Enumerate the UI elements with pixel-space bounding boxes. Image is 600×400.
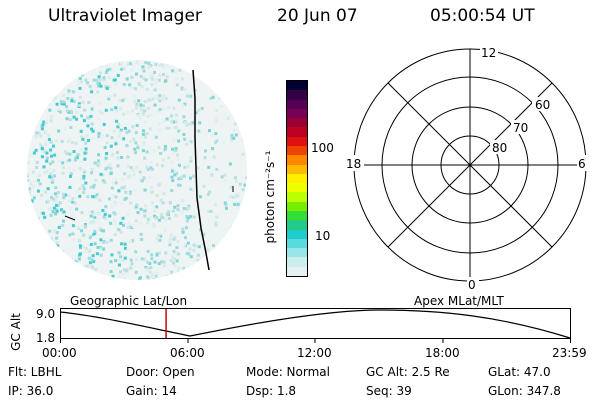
y-tick-1-8: 1.8 bbox=[36, 331, 56, 345]
lat-label-80: 80 bbox=[492, 141, 507, 155]
hour-label-6: 6 bbox=[578, 157, 586, 171]
lat-label-60: 60 bbox=[535, 98, 550, 112]
x-tick-0000: 00:00 bbox=[42, 346, 77, 360]
uv-earth-image bbox=[27, 60, 247, 280]
polar-plot: 12 18 6 0 60 70 80 bbox=[344, 45, 589, 292]
gain-info: Gain: 14 bbox=[126, 384, 177, 398]
x-tick-2359: 23:59 bbox=[552, 346, 587, 360]
glat-info: GLat: 47.0 bbox=[488, 365, 551, 379]
x-tick-1800: 18:00 bbox=[425, 346, 460, 360]
terminator-line bbox=[192, 69, 210, 271]
hour-label-18: 18 bbox=[346, 157, 361, 171]
colorbar-tick-100: 100 bbox=[311, 141, 334, 155]
time-readout: 05:00:54 UT bbox=[430, 6, 535, 26]
apex-label: Apex MLat/MLT bbox=[414, 294, 504, 308]
filter-info: Flt: LBHL bbox=[8, 365, 62, 379]
date-readout: 20 Jun 07 bbox=[277, 6, 358, 26]
mode-info: Mode: Normal bbox=[246, 365, 330, 379]
door-info: Door: Open bbox=[126, 365, 195, 379]
gc-alt-info: GC Alt: 2.5 Re bbox=[366, 365, 450, 379]
x-tick-1200: 12:00 bbox=[297, 346, 332, 360]
x-tick-0600: 06:00 bbox=[170, 346, 205, 360]
colorbar-tick-10: 10 bbox=[315, 229, 331, 243]
glon-info: GLon: 347.8 bbox=[488, 384, 561, 398]
orbit-strip-plot bbox=[59, 308, 571, 343]
hour-label-0: 0 bbox=[468, 278, 476, 292]
colorbar bbox=[286, 80, 308, 277]
polar-diag-2 bbox=[387, 82, 553, 248]
gc-alt-axis-label: GC Alt bbox=[9, 313, 23, 351]
colorbar-unit-label: photon cm⁻²s⁻¹ bbox=[263, 150, 277, 244]
dsp-info: Dsp: 1.8 bbox=[246, 384, 297, 398]
app-title: Ultraviolet Imager bbox=[48, 6, 202, 26]
seq-info: Seq: 39 bbox=[366, 384, 412, 398]
geographic-label: Geographic Lat/Lon bbox=[70, 294, 188, 308]
ip-info: IP: 36.0 bbox=[8, 384, 54, 398]
y-tick-9: 9.0 bbox=[36, 307, 56, 321]
altitude-curve bbox=[59, 309, 571, 339]
lat-label-70: 70 bbox=[513, 121, 528, 135]
hour-label-12: 12 bbox=[481, 46, 496, 60]
